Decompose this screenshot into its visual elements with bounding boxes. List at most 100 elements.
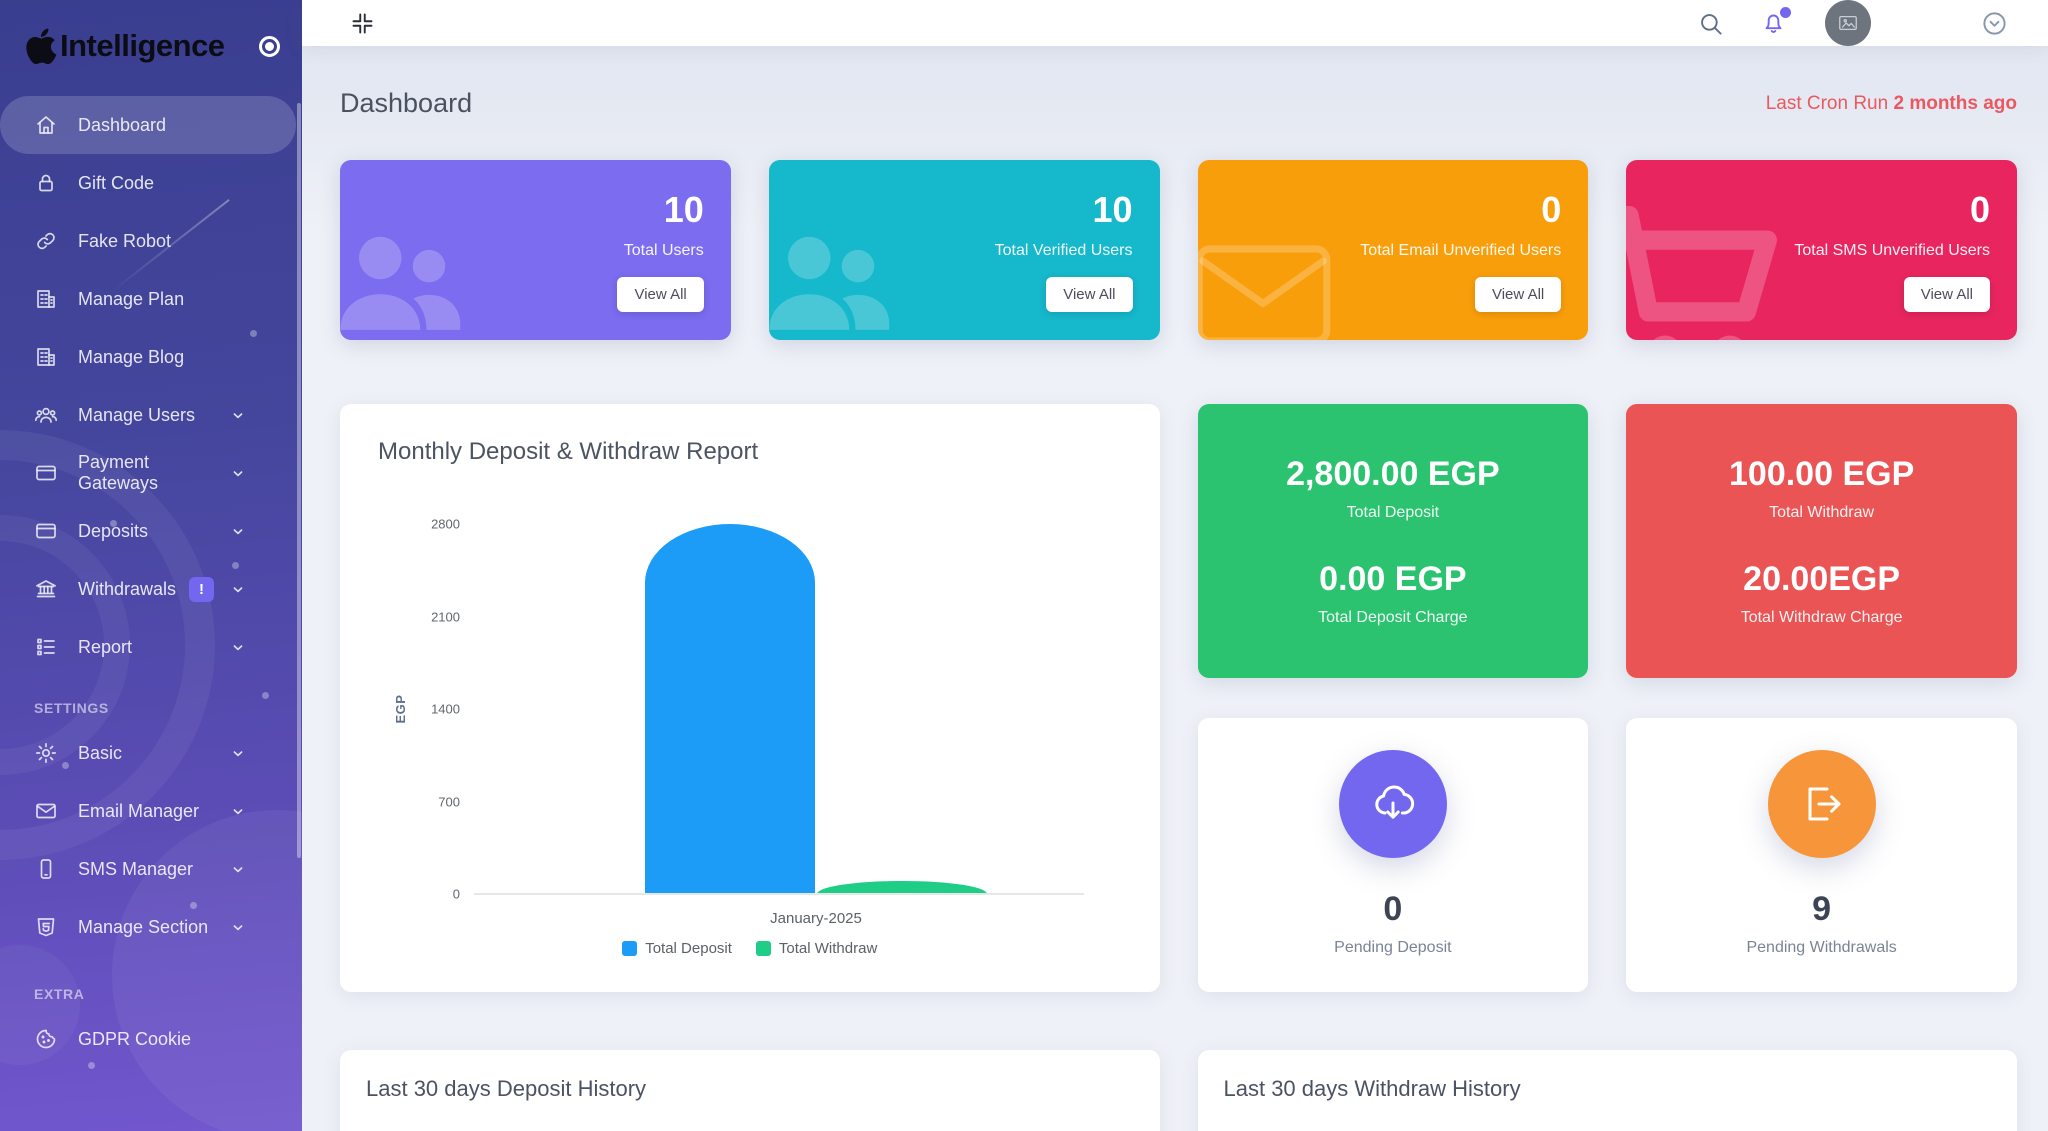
page-head: Dashboard Last Cron Run 2 months ago xyxy=(340,88,2017,119)
legend-label: Total Deposit xyxy=(645,940,732,957)
sidebar-item-gdpr-cookie[interactable]: GDPR Cookie xyxy=(0,1010,296,1068)
stat-cards-row: 10 Total Users View All 10 Total Verifie… xyxy=(340,160,2017,340)
sidebar-item-fake-robot[interactable]: Fake Robot xyxy=(0,212,296,270)
y-tick: 2800 xyxy=(431,516,460,532)
stat-card-total-verified-users: 10 Total Verified Users View All xyxy=(768,160,1160,340)
envelope-icon xyxy=(34,799,58,823)
sidebar-item-deposits[interactable]: Deposits xyxy=(0,502,296,560)
sidebar-toggle[interactable] xyxy=(259,35,280,57)
chevron-down-icon xyxy=(226,745,250,762)
legend-item-total-deposit[interactable]: Total Deposit xyxy=(622,940,732,957)
users-icon xyxy=(34,403,58,427)
pending-deposit-count: 0 xyxy=(1383,890,1403,928)
account-menu-chevron-icon[interactable] xyxy=(1981,10,2008,37)
stat-label: Total Email Unverified Users xyxy=(1360,242,1562,259)
stat-card-sms-unverified-users: 0 Total SMS Unverified Users View All xyxy=(1626,160,2017,340)
stat-label: Total Users xyxy=(623,242,704,259)
phone-icon xyxy=(34,857,58,881)
middle-section: Monthly Deposit & Withdraw Report EGP 28… xyxy=(340,404,2017,992)
sidebar-item-withdrawals[interactable]: Withdrawals ! xyxy=(0,560,296,618)
sidebar-item-report[interactable]: Report xyxy=(0,618,296,676)
page-content: Dashboard Last Cron Run 2 months ago 10 … xyxy=(302,46,2048,1131)
total-withdraw-charge-amount: 20.00EGP xyxy=(1743,560,1901,598)
brand-name: Intelligence xyxy=(60,28,225,63)
bank-icon xyxy=(34,577,58,601)
sidebar-item-label: Deposits xyxy=(78,520,149,541)
withdrawals-alert-badge: ! xyxy=(189,576,214,602)
sidebar-item-manage-section[interactable]: Manage Section xyxy=(0,898,296,956)
sidebar-section-settings: SETTINGS xyxy=(34,700,109,716)
collapse-sidebar-button[interactable] xyxy=(349,10,376,37)
total-deposit-charge-label: Total Deposit Charge xyxy=(1318,609,1468,626)
sidebar-item-label: Withdrawals xyxy=(78,578,177,599)
sidebar-item-payment-gateways[interactable]: Payment Gateways xyxy=(0,444,296,502)
building-icon xyxy=(34,345,58,369)
credit-card-icon xyxy=(34,461,58,485)
stat-value: 0 xyxy=(1969,189,1990,230)
withdraw-history-title: Last 30 days Withdraw History xyxy=(1223,1076,1521,1101)
cron-label: Last Cron Run xyxy=(1765,92,1889,114)
chevron-down-icon xyxy=(226,639,250,656)
sidebar-item-manage-blog[interactable]: Manage Blog xyxy=(0,328,296,386)
sidebar-item-dashboard[interactable]: Dashboard xyxy=(0,96,296,154)
total-deposit-charge-amount: 0.00 EGP xyxy=(1319,560,1467,598)
history-section: Last 30 days Deposit History Last 30 day… xyxy=(340,1050,2017,1131)
chevron-down-icon xyxy=(226,919,250,936)
total-withdraw-amount: 100.00 EGP xyxy=(1729,455,1915,493)
total-withdraw-bar xyxy=(817,880,987,894)
sidebar-item-sms-manager[interactable]: SMS Manager xyxy=(0,840,296,898)
legend-swatch-deposit xyxy=(622,941,638,956)
sidebar-item-label: Email Manager xyxy=(78,800,200,821)
stat-card-email-unverified-users: 0 Total Email Unverified Users View All xyxy=(1197,160,1589,340)
stat-value: 0 xyxy=(1541,189,1562,230)
total-deposit-amount: 2,800.00 EGP xyxy=(1286,455,1500,493)
cron-status: Last Cron Run 2 months ago xyxy=(1766,93,2017,115)
stat-label: Total SMS Unverified Users xyxy=(1794,242,1990,259)
pending-deposit-icon-circle xyxy=(1338,750,1447,858)
sidebar-decor-dot xyxy=(88,1062,95,1069)
notification-dot xyxy=(1780,6,1791,18)
view-all-button[interactable]: View All xyxy=(1046,277,1133,312)
chevron-down-icon xyxy=(226,803,250,820)
sidebar-item-label: GDPR Cookie xyxy=(78,1028,192,1049)
total-withdraw-charge-label: Total Withdraw Charge xyxy=(1740,609,1903,626)
y-tick: 2100 xyxy=(431,609,460,624)
legend-item-total-withdraw[interactable]: Total Withdraw xyxy=(755,940,878,957)
sidebar-item-manage-users[interactable]: Manage Users xyxy=(0,386,296,444)
search-icon xyxy=(1697,10,1724,37)
legend-label: Total Withdraw xyxy=(778,940,878,957)
notifications-button[interactable] xyxy=(1760,6,1791,37)
sidebar-item-label: Report xyxy=(78,636,133,657)
credit-card-icon xyxy=(34,519,58,543)
home-icon xyxy=(34,113,58,137)
view-all-button[interactable]: View All xyxy=(1474,277,1562,312)
sidebar-scrollbar[interactable] xyxy=(297,103,301,858)
bar-chart-plot: EGP 2800 2100 1400 700 0 January-2025 xyxy=(393,517,1084,927)
sidebar-item-label: Manage Blog xyxy=(78,346,185,367)
legend-swatch-withdraw xyxy=(755,941,771,956)
sidebar-item-basic[interactable]: Basic xyxy=(0,724,296,782)
sidebar: Intelligence Dashboard Gift Code Fake Ro… xyxy=(0,0,302,1131)
sidebar-section-extra: EXTRA xyxy=(34,986,85,1002)
building-icon xyxy=(34,287,58,311)
sidebar-item-label: Payment Gateways xyxy=(78,452,159,493)
deposit-history-title: Last 30 days Deposit History xyxy=(366,1076,647,1101)
y-tick: 1400 xyxy=(431,701,460,717)
chart-legend: Total Deposit Total Withdraw xyxy=(378,940,1122,957)
view-all-button[interactable]: View All xyxy=(617,277,704,312)
sidebar-item-email-manager[interactable]: Email Manager xyxy=(0,782,296,840)
sidebar-item-manage-plan[interactable]: Manage Plan xyxy=(0,270,296,328)
view-all-button[interactable]: View All xyxy=(1903,277,1990,312)
pending-withdrawals-label: Pending Withdrawals xyxy=(1746,939,1897,956)
cron-value: 2 months ago xyxy=(1893,92,2017,114)
sidebar-item-gift-code[interactable]: Gift Code xyxy=(0,154,296,212)
search-button[interactable] xyxy=(1697,10,1724,37)
cookie-icon xyxy=(34,1027,58,1051)
x-axis-category-label: January-2025 xyxy=(770,910,862,927)
sidebar-item-label: Basic xyxy=(78,742,123,763)
image-placeholder-icon xyxy=(1837,12,1859,34)
sidebar-item-label: SMS Manager xyxy=(78,858,194,879)
user-avatar[interactable] xyxy=(1825,0,1871,46)
total-deposit-summary-card: 2,800.00 EGP Total Deposit 0.00 EGP Tota… xyxy=(1197,404,1589,678)
deposit-withdraw-chart-card: Monthly Deposit & Withdraw Report EGP 28… xyxy=(340,404,1160,992)
